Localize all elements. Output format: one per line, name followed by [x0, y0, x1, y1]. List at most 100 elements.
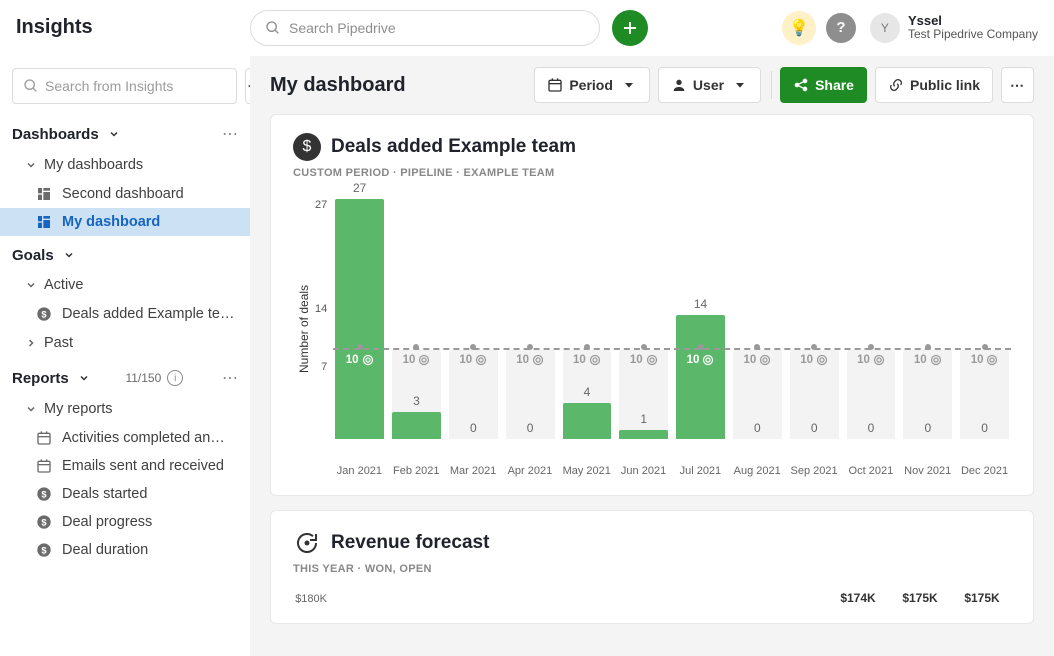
- global-search-input[interactable]: [289, 20, 585, 36]
- hint-button[interactable]: 💡: [782, 11, 816, 45]
- report-item[interactable]: $Deal duration: [0, 536, 250, 564]
- info-icon[interactable]: i: [167, 370, 183, 386]
- bar-column[interactable]: 410: [561, 199, 614, 439]
- dashboard-icon: [36, 214, 54, 230]
- revenue-value: [519, 591, 577, 605]
- reports-section[interactable]: Reports 11/150 i ⋯: [0, 358, 250, 394]
- reports-count: 11/150: [125, 371, 161, 385]
- sidebar: Dashboards ⋯ My dashboards Second dashbo…: [0, 56, 250, 656]
- revenue-value: [581, 591, 639, 605]
- bar-column[interactable]: 010: [504, 199, 557, 439]
- calendar-icon: [36, 458, 54, 474]
- svg-text:$: $: [41, 489, 47, 499]
- bar-column[interactable]: 310: [390, 199, 443, 439]
- chevron-down-icon: [60, 246, 78, 264]
- bar-column[interactable]: 110: [617, 199, 670, 439]
- revenue-value: $174K: [829, 591, 887, 605]
- share-icon: [793, 77, 809, 93]
- public-link-button[interactable]: Public link: [875, 67, 993, 103]
- page-title: My dashboard: [270, 74, 526, 97]
- revenue-value: [333, 591, 391, 605]
- report-item[interactable]: Emails sent and received: [0, 452, 250, 480]
- user-name: Yssel: [908, 14, 1038, 28]
- brand-title: Insights: [16, 16, 250, 39]
- chart-title: Deals added Example team: [331, 136, 576, 158]
- sidebar-search-input[interactable]: [45, 78, 226, 94]
- goals-active-group[interactable]: Active: [0, 270, 250, 300]
- dollar-icon: $: [293, 133, 321, 161]
- x-axis-label: Jan 2021: [333, 459, 386, 477]
- chevron-down-icon: [75, 369, 93, 387]
- dashboard-icon: [36, 186, 54, 202]
- more-button[interactable]: ⋯: [1001, 67, 1034, 103]
- global-search[interactable]: [250, 10, 600, 46]
- bar-column[interactable]: 010: [845, 199, 898, 439]
- chart-card-revenue: Revenue forecast THIS YEAR · WON, OPEN $…: [270, 510, 1034, 624]
- dollar-icon: $: [36, 542, 54, 558]
- x-axis-label: Feb 2021: [390, 459, 443, 477]
- plus-icon: [621, 19, 639, 37]
- bar-column[interactable]: 1410: [674, 199, 727, 439]
- x-axis-label: Jun 2021: [617, 459, 670, 477]
- help-button[interactable]: ?: [826, 13, 856, 43]
- calendar-icon: [36, 430, 54, 446]
- user-menu[interactable]: Y Yssel Test Pipedrive Company: [870, 13, 1038, 43]
- period-dropdown[interactable]: Period: [534, 67, 650, 103]
- bar-column[interactable]: 010: [901, 199, 954, 439]
- search-icon: [265, 20, 281, 36]
- sidebar-dashboard-item-active[interactable]: My dashboard: [0, 208, 250, 236]
- y-axis-label: Number of deals: [293, 199, 315, 459]
- my-reports-group[interactable]: My reports: [0, 394, 250, 424]
- sidebar-search[interactable]: [12, 68, 237, 104]
- revenue-value: [643, 591, 701, 605]
- y-axis-tick: $180K: [293, 593, 333, 605]
- revenue-value: [705, 591, 763, 605]
- goals-past-group[interactable]: Past: [0, 328, 250, 358]
- report-item[interactable]: $Deals started: [0, 480, 250, 508]
- my-dashboards-group[interactable]: My dashboards: [0, 150, 250, 180]
- user-icon: [671, 77, 687, 93]
- calendar-icon: [547, 77, 563, 93]
- report-item[interactable]: Activities completed an…: [0, 424, 250, 452]
- bar-column[interactable]: 010: [788, 199, 841, 439]
- bar-column[interactable]: 010: [731, 199, 784, 439]
- report-item[interactable]: $Deal progress: [0, 508, 250, 536]
- chart-plot: 2710 310 010 010 410 110 1410 010 010 01…: [333, 199, 1011, 439]
- dashboards-section[interactable]: Dashboards ⋯: [0, 114, 250, 150]
- goals-section[interactable]: Goals: [0, 236, 250, 270]
- bar-column[interactable]: 2710: [333, 199, 386, 439]
- caret-down-icon: [621, 77, 637, 93]
- sidebar-dashboard-item[interactable]: Second dashboard: [0, 180, 250, 208]
- global-add-button[interactable]: [612, 10, 648, 46]
- x-axis: Jan 2021Feb 2021Mar 2021Apr 2021May 2021…: [333, 459, 1011, 477]
- user-dropdown[interactable]: User: [658, 67, 761, 103]
- revenue-value: [395, 591, 453, 605]
- chart-title: Revenue forecast: [331, 532, 489, 554]
- revenue-value: $175K: [953, 591, 1011, 605]
- dollar-icon: $: [36, 486, 54, 502]
- x-axis-label: Nov 2021: [901, 459, 954, 477]
- reports-more[interactable]: ⋯: [222, 368, 238, 388]
- goal-item[interactable]: $ Deals added Example te…: [0, 300, 250, 328]
- chart-subtitle: THIS YEAR · WON, OPEN: [293, 563, 1011, 575]
- refresh-icon: [293, 529, 321, 557]
- bar-column[interactable]: 010: [447, 199, 500, 439]
- revenue-value: $175K: [891, 591, 949, 605]
- chevron-down-icon: [22, 276, 40, 294]
- share-button[interactable]: Share: [780, 67, 867, 103]
- dashboards-more[interactable]: ⋯: [222, 124, 238, 144]
- x-axis-label: Oct 2021: [844, 459, 897, 477]
- dots-icon: ⋯: [1010, 77, 1025, 94]
- chart-subtitle: CUSTOM PERIOD · PIPELINE · EXAMPLE TEAM: [293, 167, 1011, 179]
- chevron-down-icon: [105, 125, 123, 143]
- revenue-labels: $174K $175K $175K: [333, 591, 1011, 605]
- bar-column[interactable]: 010: [958, 199, 1011, 439]
- company-name: Test Pipedrive Company: [908, 28, 1038, 41]
- chevron-right-icon: [22, 334, 40, 352]
- svg-text:$: $: [41, 517, 47, 527]
- y-axis-ticks: 27 14 7: [315, 199, 333, 439]
- x-axis-label: Dec 2021: [958, 459, 1011, 477]
- x-axis-label: Aug 2021: [731, 459, 784, 477]
- link-icon: [888, 77, 904, 93]
- revenue-value: [457, 591, 515, 605]
